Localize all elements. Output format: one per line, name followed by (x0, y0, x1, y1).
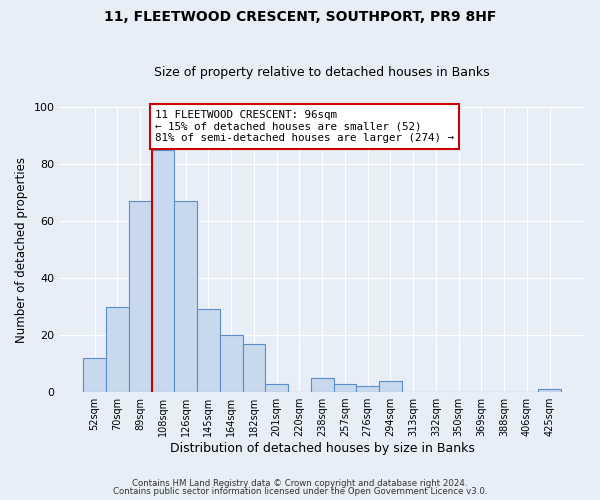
Bar (265, 384, 288, 392)
Bar (220, 335, 242, 392)
Bar (311, 378, 334, 392)
Bar (152, 150, 175, 392)
Bar (538, 389, 561, 392)
Bar (379, 380, 402, 392)
Bar (356, 386, 379, 392)
Bar (242, 344, 265, 392)
Y-axis label: Number of detached properties: Number of detached properties (15, 156, 28, 342)
Text: Contains public sector information licensed under the Open Government Licence v3: Contains public sector information licen… (113, 487, 487, 496)
X-axis label: Distribution of detached houses by size in Banks: Distribution of detached houses by size … (170, 442, 475, 455)
Title: Size of property relative to detached houses in Banks: Size of property relative to detached ho… (154, 66, 490, 80)
Text: 11 FLEETWOOD CRESCENT: 96sqm
← 15% of detached houses are smaller (52)
81% of se: 11 FLEETWOOD CRESCENT: 96sqm ← 15% of de… (155, 110, 454, 143)
Text: Contains HM Land Registry data © Crown copyright and database right 2024.: Contains HM Land Registry data © Crown c… (132, 478, 468, 488)
Bar (129, 201, 152, 392)
Bar (197, 310, 220, 392)
Bar (83, 358, 106, 392)
Bar (106, 306, 129, 392)
Bar (334, 384, 356, 392)
Text: 11, FLEETWOOD CRESCENT, SOUTHPORT, PR9 8HF: 11, FLEETWOOD CRESCENT, SOUTHPORT, PR9 8… (104, 10, 496, 24)
Bar (175, 201, 197, 392)
